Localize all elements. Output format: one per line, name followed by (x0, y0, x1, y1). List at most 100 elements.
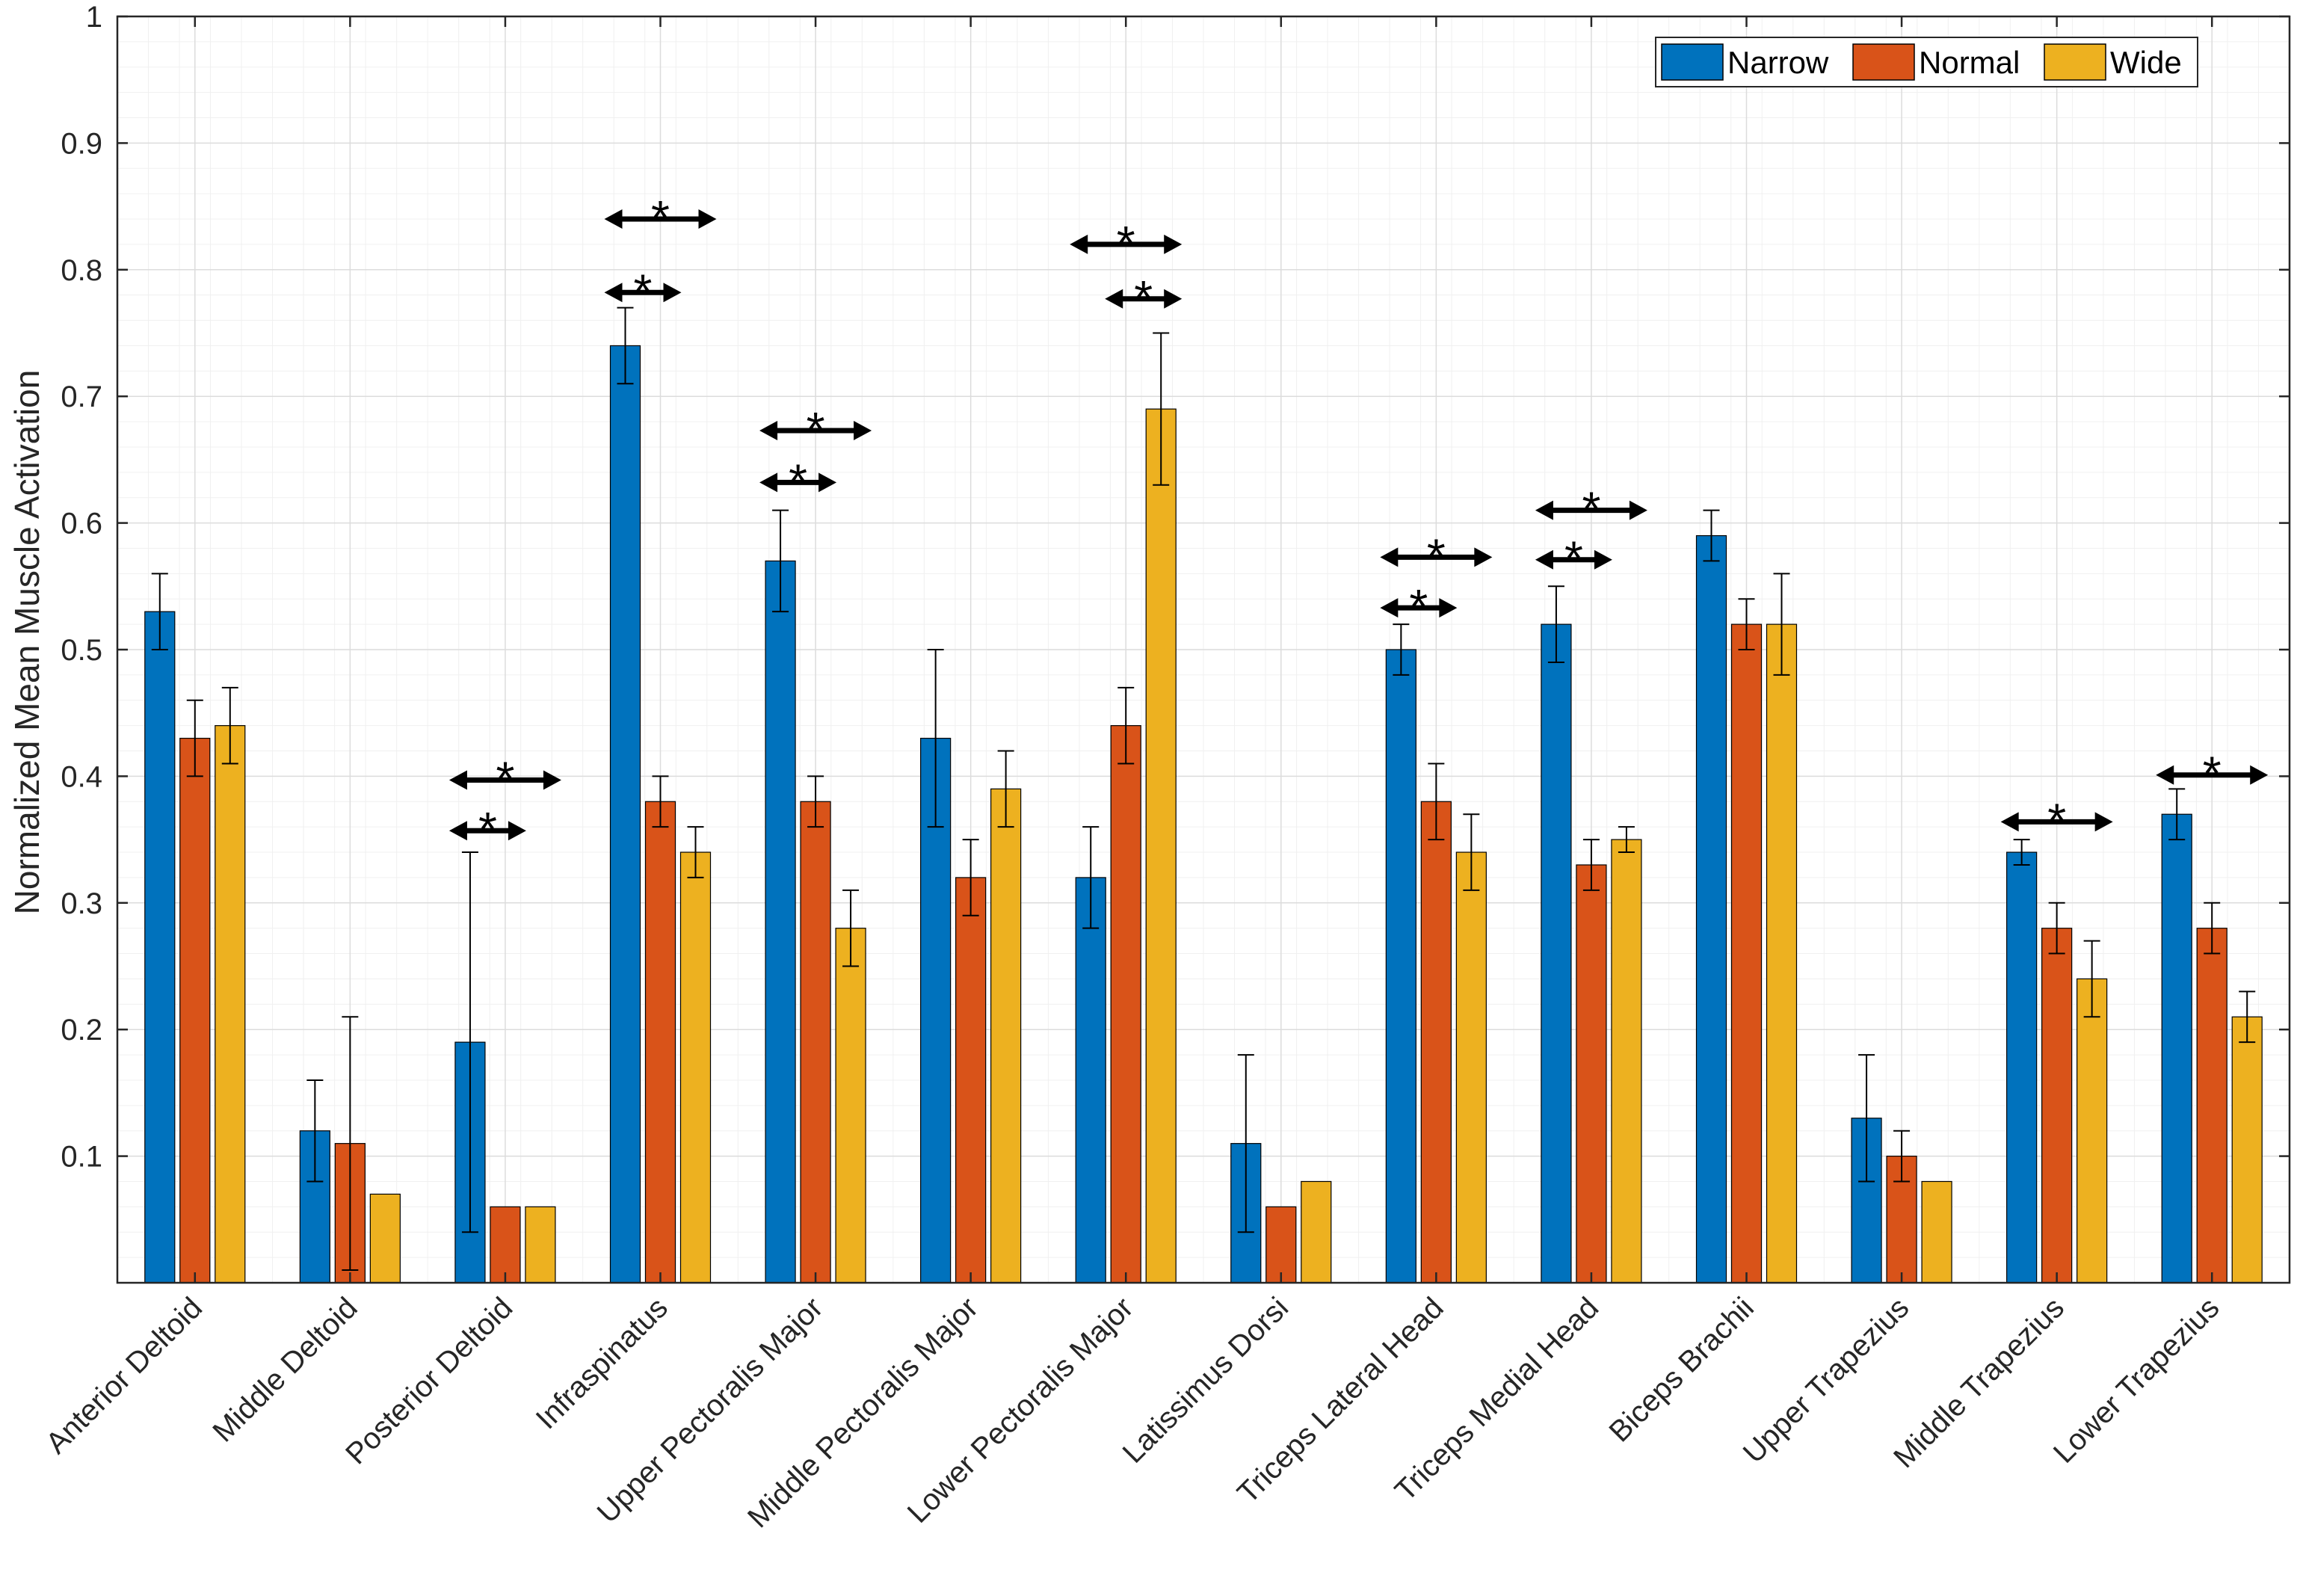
error-bars (151, 306, 2256, 1272)
y-tick-label: 0.3 (61, 887, 102, 920)
arrow-head-left (2000, 812, 2019, 832)
arrow-head-left (1535, 500, 1553, 520)
legend-label-narrow: Narrow (1727, 45, 1829, 80)
bar-wide (1766, 623, 1798, 1284)
bar-wide (215, 725, 246, 1284)
arrow-head-left (759, 420, 778, 440)
arrow-head-right (698, 209, 717, 229)
arrow-head-right (2250, 765, 2269, 785)
y-tick-label: 0.7 (61, 380, 102, 413)
bar-wide (1921, 1180, 1952, 1284)
bar-wide (990, 788, 1022, 1284)
bar-normal (644, 801, 676, 1284)
arrow-head-left (1535, 549, 1553, 570)
legend-swatch-narrow (1661, 43, 1724, 81)
y-tick-label: 0.9 (61, 127, 102, 160)
arrow-head-right (818, 472, 837, 493)
bar-narrow (144, 611, 176, 1284)
y-tick-label: 0.1 (61, 1141, 102, 1174)
arrow-head-right (1164, 289, 1183, 309)
bar-wide (679, 851, 712, 1284)
legend-box (1655, 37, 2198, 87)
significance-star: * (634, 264, 653, 318)
significance-arrow: * (604, 191, 717, 244)
significance-star: * (1564, 532, 1583, 585)
arrow-head-left (1380, 598, 1399, 618)
significance-star: * (1409, 579, 1428, 633)
bar-narrow (1075, 877, 1106, 1284)
bar-narrow (2006, 851, 2038, 1284)
significance-markers: ********** **** (448, 191, 2269, 856)
arrow-head-left (604, 283, 623, 303)
arrow-head-right (854, 420, 872, 440)
significance-star: * (807, 402, 825, 456)
bars (144, 345, 2263, 1284)
significance-star: * (478, 802, 497, 856)
arrow-head-right (1439, 598, 1458, 618)
arrow-head-right (1629, 500, 1647, 520)
bar-normal (2041, 928, 2073, 1284)
significance-star: * (2203, 747, 2222, 801)
bar-narrow (1385, 649, 1416, 1284)
bar-narrow (609, 345, 641, 1284)
significance-arrow: * (2000, 793, 2113, 847)
significance-star: * (789, 454, 807, 508)
arrow-head-right (663, 283, 682, 303)
bar-narrow (1695, 534, 1727, 1284)
significance-arrow: * (1535, 482, 1647, 536)
significance-arrow: * (759, 402, 872, 456)
significance-star: * (1117, 216, 1135, 270)
legend-swatch-normal (1852, 43, 1915, 81)
arrow-head-right (1164, 234, 1183, 254)
significance-arrow: * (1380, 579, 1458, 633)
bar-normal (490, 1206, 521, 1284)
bar-wide (525, 1206, 556, 1284)
y-tick-label: 0.6 (61, 508, 102, 540)
bar-normal (1730, 623, 1763, 1284)
bar-normal (1420, 801, 1452, 1284)
bar-narrow (765, 560, 796, 1284)
significance-arrow: * (1105, 271, 1183, 324)
arrow-head-left (2156, 765, 2174, 785)
y-tick-label: 0.2 (61, 1014, 102, 1047)
bar-wide (1611, 839, 1642, 1284)
significance-arrow: * (1070, 216, 1183, 270)
arrow-head-right (543, 770, 561, 790)
bar-wide (835, 928, 866, 1284)
bar-normal (800, 801, 831, 1284)
bar-wide (2231, 1016, 2263, 1284)
arrow-head-right (508, 821, 526, 841)
legend-swatch-wide (2044, 43, 2106, 81)
significance-star: * (1134, 271, 1153, 324)
y-tick-label: 0.8 (61, 254, 102, 287)
arrow-head-right (1474, 547, 1493, 567)
significance-star: * (496, 751, 514, 805)
arrow-head-left (1070, 234, 1088, 254)
bar-normal (1265, 1206, 1297, 1284)
bar-wide (1455, 851, 1487, 1284)
significance-arrow: * (448, 751, 561, 805)
bar-normal (955, 877, 987, 1284)
y-tick-label: 0.4 (61, 760, 102, 793)
bar-normal (1576, 864, 1607, 1284)
significance-star: * (1582, 482, 1600, 536)
arrow-head-left (759, 472, 778, 493)
bar-narrow (1541, 623, 1572, 1284)
significance-arrow: * (759, 454, 837, 508)
y-tick-label: 0.5 (61, 634, 102, 667)
legend: Narrow Normal Wide (1655, 37, 2198, 87)
arrow-head-right (2094, 812, 2113, 832)
arrow-head-right (1594, 549, 1612, 570)
legend-label-normal: Normal (1919, 45, 2020, 80)
grid-lines (117, 16, 2290, 1283)
bar-wide (369, 1193, 401, 1284)
bar-normal (2196, 928, 2227, 1284)
bar-wide (1301, 1180, 1332, 1284)
significance-arrow: * (1380, 529, 1493, 582)
arrow-head-left (448, 821, 467, 841)
significance-arrow: * (604, 264, 682, 318)
significance-arrow: * (1535, 532, 1612, 585)
y-tick-label: 1 (86, 1, 102, 34)
bar-wide (2077, 978, 2108, 1284)
